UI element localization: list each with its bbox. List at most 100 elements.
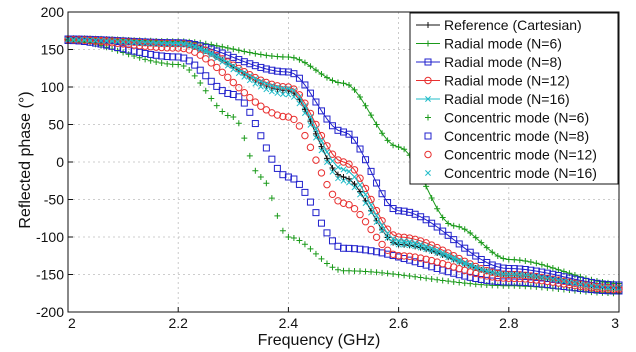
square-marker [378,190,386,198]
x-marker [103,38,110,44]
plus-marker [219,108,226,115]
x-marker [208,52,215,59]
x-marker [425,170,431,176]
x-marker [406,242,413,249]
x-marker [571,280,578,287]
plus-marker [285,234,292,240]
plus-marker [252,167,259,174]
x-marker [428,248,435,254]
circle-marker [218,68,226,76]
x-marker [131,39,138,46]
x-marker [252,80,259,87]
circle-marker [378,240,386,249]
x-marker [478,266,485,273]
x-marker [417,244,424,251]
plus-marker [368,268,375,275]
plus-marker [412,273,419,280]
y-tick-label: -100 [36,229,64,245]
square-marker [202,72,210,80]
square-marker [240,99,248,107]
plus-marker [390,270,397,277]
plus-marker [246,152,253,159]
plus-marker [340,267,347,274]
x-tick-label: 2.8 [499,315,519,331]
plus-marker [98,42,105,49]
plus-marker [384,270,391,277]
x-marker [125,39,132,46]
circle-marker [565,281,574,289]
circle-marker [102,38,111,46]
x-marker [357,191,363,198]
circle-marker [488,273,496,281]
x-marker [87,37,93,44]
square-marker [185,57,193,65]
legend-label: Reference (Cartesian) [444,17,582,33]
x-marker [588,282,595,289]
plus-marker [334,266,341,273]
x-tick-label: 2.2 [168,315,188,331]
plus-marker [279,227,286,234]
square-marker [328,122,336,130]
legend-label: Radial mode (N=16) [444,91,570,107]
square-marker [268,155,276,163]
circle-marker [494,273,502,282]
square-marker [301,188,309,196]
plus-marker [461,280,468,287]
circle-marker [356,210,364,219]
plus-marker [180,62,187,69]
plus-marker [527,283,534,290]
x-marker [445,254,452,261]
square-marker [351,136,359,144]
square-marker [213,82,221,90]
circle-marker [576,282,585,291]
circle-marker [433,258,441,266]
circle-marker [400,252,408,260]
square-marker [251,120,259,128]
plus-marker [522,283,529,290]
circle-marker [571,279,579,287]
square-marker [424,132,432,140]
x-marker [555,277,562,284]
x-marker [505,271,512,278]
square-marker [461,244,469,252]
plus-marker [417,274,424,281]
x-marker [81,37,88,43]
circle-marker [466,268,474,276]
x-marker [489,269,496,276]
x-marker [186,42,193,49]
circle-marker [378,217,386,225]
x-marker [577,281,584,288]
plus-marker [142,56,149,63]
x-marker [472,265,479,271]
y-tick-label: 150 [41,42,65,58]
plus-marker [434,276,441,283]
x-marker [500,271,507,278]
y-tick-label: 50 [48,117,64,133]
x-marker [312,134,319,141]
x-marker [153,40,160,47]
square-marker [257,132,265,140]
x-marker [246,77,253,84]
plus-marker [505,282,512,289]
plus-marker [395,271,402,278]
plus-marker [373,269,380,276]
x-marker [340,177,347,184]
plus-marker [175,61,182,68]
x-marker [324,159,330,166]
square-marker [317,107,325,115]
x-marker [301,110,308,117]
x-marker [268,88,275,95]
x-tick-label: 2.6 [389,315,409,331]
square-marker [428,219,436,227]
plus-marker [329,264,336,271]
x-marker [434,249,441,256]
x-marker [114,38,121,45]
x-marker [516,271,523,278]
plus-marker [213,102,220,109]
circle-marker [323,180,331,189]
circle-marker [424,76,432,85]
square-marker [191,61,199,69]
series-7 [64,36,623,294]
y-tick-label: -200 [36,304,64,320]
circle-marker [422,255,430,263]
